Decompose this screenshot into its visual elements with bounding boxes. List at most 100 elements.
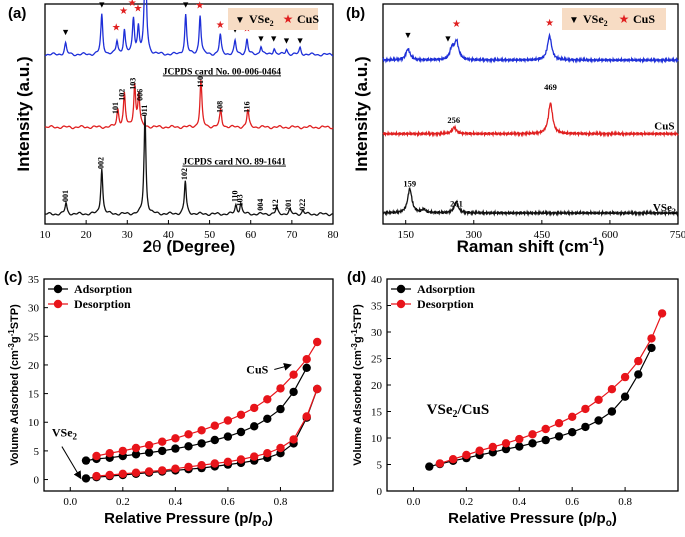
y-tick-label: 5 <box>377 460 383 472</box>
x-axis-label-part: ) <box>599 237 605 256</box>
series-line-vse2-cus-desorption <box>439 313 663 464</box>
isotherm-annotation: VSe2 <box>52 426 78 442</box>
y-axis-label: Volume Adsorbed (cm-3g-1STP) <box>7 304 21 466</box>
x-tick-label: 0.4 <box>168 496 182 508</box>
y-tick-label: 35 <box>371 301 383 313</box>
data-point-cus-adsorption <box>197 439 206 448</box>
y-tick-label: 0 <box>34 475 40 487</box>
y-tick-label: 25 <box>28 331 40 343</box>
legend-box <box>228 8 318 30</box>
data-point-vse2-cus-desorption <box>435 459 445 468</box>
x-tick-label: 300 <box>466 229 483 241</box>
data-point-vse2-cus-desorption <box>607 385 617 394</box>
data-point-cus-desorption <box>197 426 206 435</box>
data-point-cus-adsorption <box>276 404 285 414</box>
hkl-index-label: 102 <box>180 168 189 180</box>
x-tick-label: 60 <box>245 229 257 241</box>
panel-a-xrd: 1020304050607080▼▼★★★★▼▼★★▼★▼▼▼▼▼VSe2★Cu… <box>8 0 339 256</box>
data-point-vse2-desorption <box>131 468 141 477</box>
vse2-peak-marker: ▼ <box>257 33 266 43</box>
data-point-vse2-desorption <box>197 461 206 470</box>
data-point-cus-adsorption <box>250 422 259 431</box>
data-point-vse2-cus-adsorption <box>581 422 590 432</box>
data-point-vse2-cus-desorption <box>528 430 537 439</box>
data-point-vse2-cus-desorption <box>488 442 497 452</box>
data-point-vse2-cus-adsorption <box>620 392 630 401</box>
y-tick-label: 40 <box>371 274 383 286</box>
data-point-vse2-desorption <box>118 469 128 478</box>
data-point-vse2-cus-desorption <box>581 404 590 414</box>
legend-label: VSe2 <box>249 12 274 28</box>
data-point-vse2-cus-adsorption <box>634 370 643 379</box>
data-point-vse2-desorption <box>263 449 272 458</box>
cus-peak-marker: ★ <box>545 18 554 29</box>
y-tick-label: 20 <box>28 360 40 372</box>
x-axis-label-part: ) <box>268 510 273 527</box>
legend-label: CuS <box>297 12 319 26</box>
data-point-vse2-desorption <box>184 462 193 472</box>
legend-label-text: CuS <box>633 12 655 26</box>
annotation-suffix: /CuS <box>457 402 490 418</box>
data-point-vse2-cus-desorption <box>657 309 667 318</box>
y-axis-label-part: Volume Adsorbed (cm <box>9 350 21 466</box>
x-tick-label: 30 <box>122 229 134 241</box>
cus-peak-marker: ★ <box>119 6 128 17</box>
hkl-index-label: 110 <box>230 190 239 202</box>
data-point-cus-adsorption <box>171 444 180 453</box>
x-axis-label: Relative Pressure (p/po) <box>104 510 273 529</box>
data-point-cus-desorption <box>313 337 322 347</box>
y-tick-label: 0 <box>377 486 383 498</box>
data-point-cus-desorption <box>276 384 285 393</box>
panel-d-bet: 0.0 0.2 0.4 0.6 0.8 0 5 10 15 20 25 30 35 40 Adsorptio… <box>347 269 679 529</box>
series-line-cus-adsorption <box>85 367 308 462</box>
jcpds-reference-label: JCPDS card NO. 89-1641 <box>183 158 287 168</box>
y-tick-label: 15 <box>371 407 383 419</box>
y-tick-label: 30 <box>371 327 383 339</box>
y-tick-label: 10 <box>371 433 383 445</box>
legend-marker <box>53 299 63 309</box>
y-axis-label-sup: -3 <box>350 343 359 351</box>
legend-marker <box>396 284 406 294</box>
data-point-cus-desorption <box>118 446 128 456</box>
data-point-vse2-cus-desorption <box>620 372 630 382</box>
vse2-peak-marker: ▼ <box>181 0 190 9</box>
legend-label: CuS <box>633 12 655 26</box>
annotation-text: VSe <box>52 426 73 440</box>
data-point-vse2-desorption <box>92 471 101 481</box>
data-point-vse2-cus-adsorption <box>554 432 564 441</box>
legend-symbol: ★ <box>283 12 294 26</box>
panel-c-bet: 0.0 0.2 0.4 0.6 0.8 0 5 10 15 20 25 30 35 AdsorptionD… <box>4 269 334 529</box>
y-tick-label: 30 <box>28 303 40 315</box>
data-point-vse2-cus-desorption <box>475 446 484 455</box>
x-axis-label: Raman shift (cm-1) <box>457 236 605 256</box>
legend-symbol: ▼ <box>235 15 245 26</box>
x-axis-label-part: Raman shift (cm <box>457 237 589 256</box>
data-point-cus-adsorption <box>158 446 167 456</box>
data-point-vse2-adsorption <box>81 474 91 483</box>
data-point-cus-adsorption <box>210 435 219 445</box>
data-point-cus-desorption <box>250 403 259 413</box>
x-tick-label: 0.2 <box>459 496 473 508</box>
legend-label: Desorption <box>417 297 474 311</box>
data-point-vse2-cus-desorption <box>634 356 643 366</box>
data-point-vse2-cus-desorption <box>462 450 471 460</box>
data-point-cus-adsorption <box>223 432 233 441</box>
data-point-vse2-cus-adsorption <box>594 416 603 425</box>
legend-box <box>562 8 666 30</box>
data-point-vse2-cus-desorption <box>594 395 603 404</box>
annotation-sub: 2 <box>453 409 458 420</box>
data-point-cus-adsorption <box>302 363 311 372</box>
hkl-index-label: 022 <box>298 199 307 211</box>
legend-label-sub: 2 <box>270 19 274 28</box>
data-point-vse2-cus-desorption <box>541 424 550 434</box>
hkl-index-label: 110 <box>196 76 205 88</box>
data-point-vse2-cus-desorption <box>501 439 511 448</box>
x-tick-label: 0.8 <box>274 496 288 508</box>
x-tick-label: 80 <box>328 229 340 241</box>
legend-label-sub: 2 <box>604 19 608 28</box>
series-line-cus <box>44 79 334 130</box>
hkl-index-label: 004 <box>256 199 265 211</box>
x-axis-label-part: Relative Pressure (p/p <box>104 510 262 527</box>
x-tick-label: 0.8 <box>618 496 632 508</box>
data-point-vse2-desorption <box>276 443 285 453</box>
